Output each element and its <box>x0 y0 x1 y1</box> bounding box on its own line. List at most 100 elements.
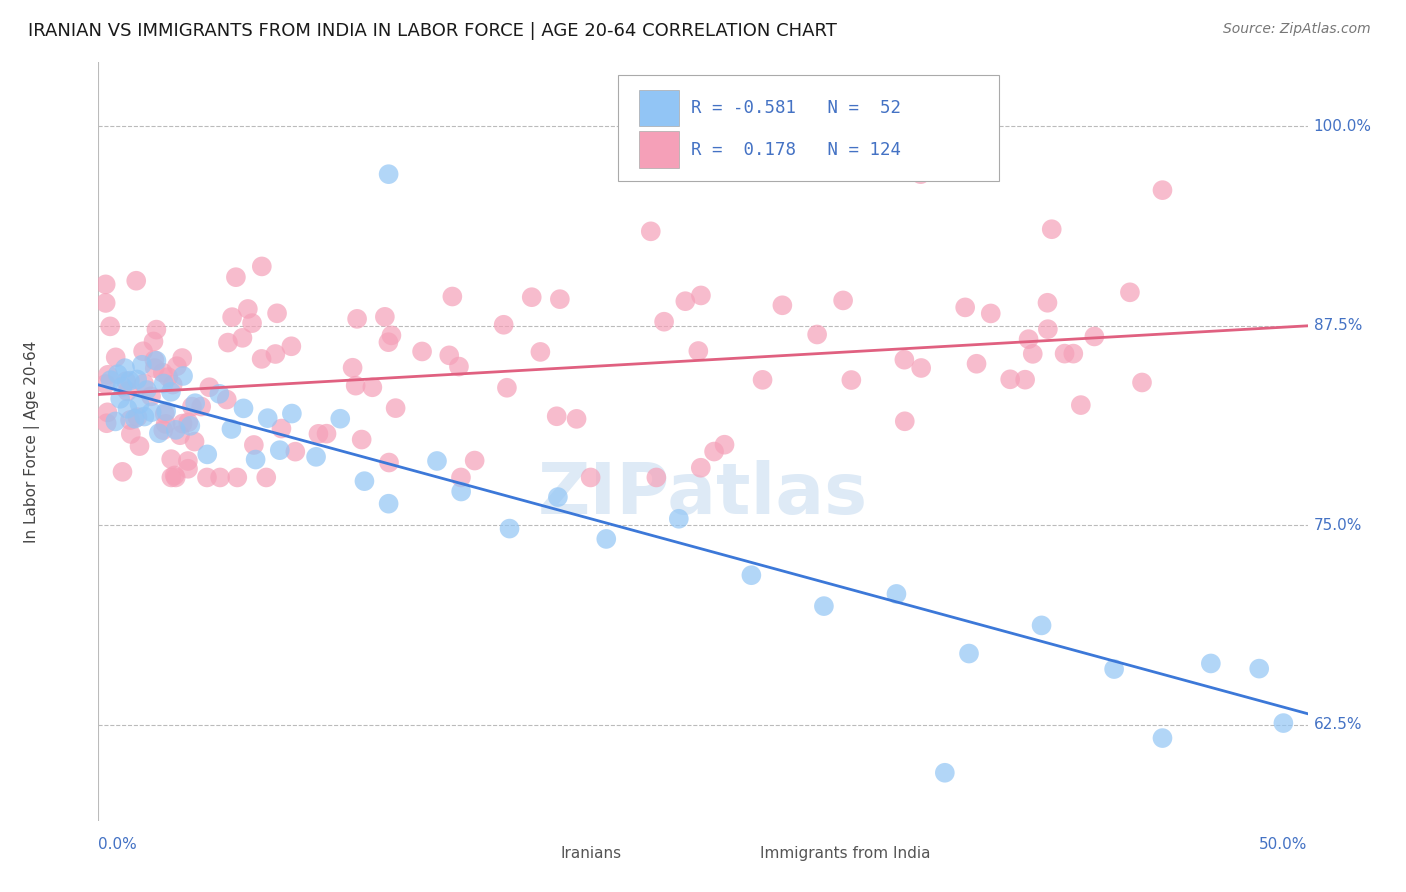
Point <box>111 465 134 479</box>
Point <box>1152 731 1174 745</box>
Point <box>832 293 855 308</box>
Point <box>910 167 932 181</box>
Point <box>1199 657 1222 671</box>
Point <box>177 415 200 429</box>
Point <box>127 372 149 386</box>
Point <box>353 474 375 488</box>
Point <box>160 470 183 484</box>
Point <box>377 335 399 350</box>
Point <box>652 315 675 329</box>
Point <box>232 401 254 416</box>
Text: ZIPatlas: ZIPatlas <box>538 460 868 529</box>
Point <box>441 289 464 303</box>
Point <box>177 454 200 468</box>
Point <box>148 426 170 441</box>
Point <box>165 470 187 484</box>
Point <box>595 532 617 546</box>
Point <box>690 288 713 302</box>
Point <box>132 376 155 391</box>
Point <box>1018 332 1040 346</box>
Point <box>1249 662 1271 676</box>
Point <box>120 413 142 427</box>
Point <box>98 319 121 334</box>
Point <box>645 470 668 484</box>
Point <box>1152 183 1174 197</box>
Point <box>579 470 602 484</box>
Text: 50.0%: 50.0% <box>1260 837 1308 852</box>
Point <box>281 407 304 421</box>
Point <box>496 381 519 395</box>
Point <box>1130 376 1153 390</box>
Point <box>114 361 136 376</box>
Point <box>894 414 917 428</box>
FancyBboxPatch shape <box>638 90 679 126</box>
Point <box>377 497 399 511</box>
Point <box>226 470 249 484</box>
Point <box>1022 347 1045 361</box>
Point <box>1031 618 1053 632</box>
Point <box>806 327 828 342</box>
Point <box>250 260 273 274</box>
Point <box>198 380 221 394</box>
Point <box>998 372 1021 386</box>
Point <box>128 397 150 411</box>
Point <box>411 344 433 359</box>
Point <box>673 294 696 309</box>
Point <box>215 392 238 407</box>
Point <box>165 423 187 437</box>
Point <box>135 383 157 397</box>
Point <box>342 360 364 375</box>
Point <box>426 454 449 468</box>
Point <box>94 377 117 392</box>
Point <box>315 426 337 441</box>
Point <box>155 417 177 431</box>
Point <box>703 444 725 458</box>
FancyBboxPatch shape <box>638 131 679 168</box>
Point <box>813 599 835 613</box>
Point <box>841 373 863 387</box>
Point <box>893 352 915 367</box>
Point <box>141 405 163 419</box>
Point <box>94 277 117 292</box>
FancyBboxPatch shape <box>727 842 754 864</box>
Point <box>104 351 127 365</box>
Point <box>217 335 239 350</box>
Point <box>1014 373 1036 387</box>
Point <box>1070 398 1092 412</box>
Point <box>125 274 148 288</box>
Point <box>1119 285 1142 300</box>
Point <box>377 167 399 181</box>
Text: Immigrants from India: Immigrants from India <box>759 846 931 861</box>
Point <box>1083 329 1105 343</box>
Text: Source: ZipAtlas.com: Source: ZipAtlas.com <box>1223 22 1371 37</box>
Point <box>380 328 402 343</box>
Point <box>104 414 127 428</box>
Point <box>152 423 174 437</box>
Point <box>547 490 569 504</box>
Text: 100.0%: 100.0% <box>1313 119 1372 134</box>
Point <box>307 426 329 441</box>
Point <box>115 374 138 388</box>
Point <box>668 512 690 526</box>
Point <box>266 306 288 320</box>
Point <box>689 460 711 475</box>
Point <box>957 647 980 661</box>
Point <box>770 298 793 312</box>
Point <box>447 359 470 374</box>
Point <box>96 416 118 430</box>
Point <box>1040 222 1063 236</box>
Point <box>160 384 183 399</box>
FancyBboxPatch shape <box>619 75 1000 181</box>
Point <box>179 418 201 433</box>
Point <box>195 470 218 484</box>
Point <box>492 318 515 332</box>
Text: 62.5%: 62.5% <box>1313 717 1362 732</box>
Point <box>450 470 472 484</box>
Point <box>177 462 200 476</box>
Point <box>688 344 710 359</box>
Point <box>100 373 122 387</box>
Point <box>269 443 291 458</box>
Point <box>254 470 277 484</box>
Point <box>128 439 150 453</box>
Text: Iranians: Iranians <box>561 846 621 861</box>
